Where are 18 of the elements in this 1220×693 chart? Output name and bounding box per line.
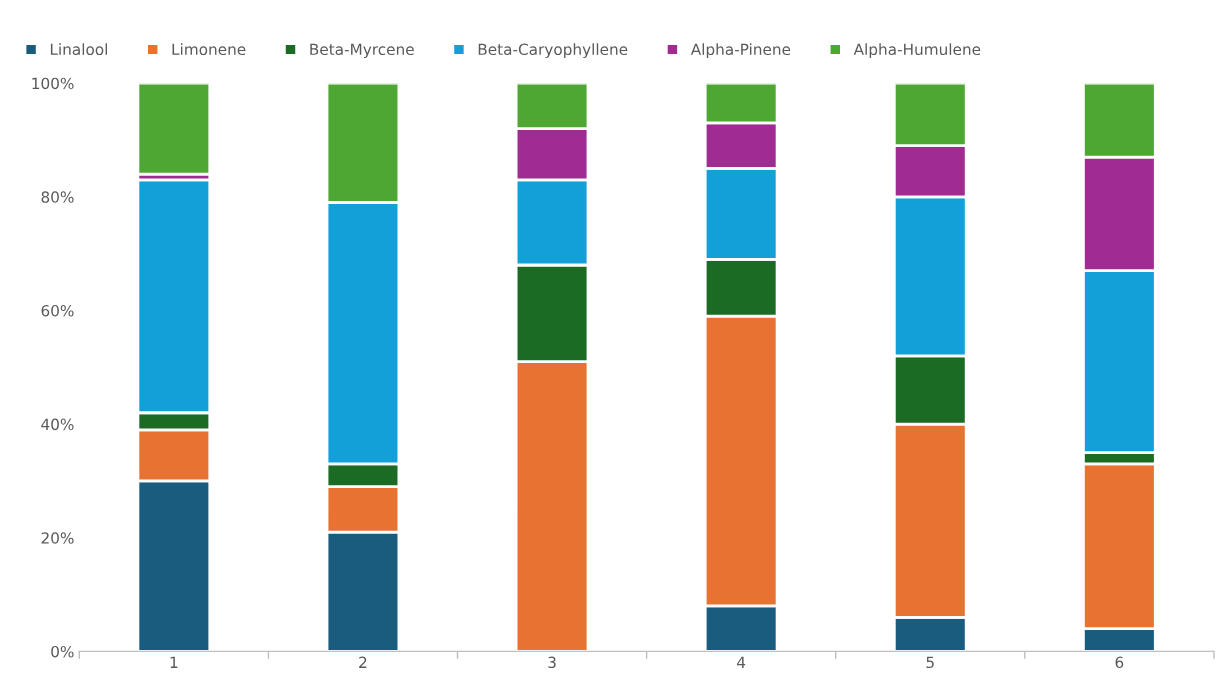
x-tick-label: 2 [359, 656, 367, 668]
x-tick-label: 5 [926, 656, 934, 669]
legend-label: Beta-Myrcene [310, 43, 414, 59]
x-tick-label: 1 [170, 656, 178, 668]
legend-label: Linalool [50, 43, 107, 56]
legend-label: Alpha-Pinene [690, 43, 791, 59]
x-tick-label: 4 [737, 656, 746, 668]
y-tick-label: 20% [41, 532, 74, 544]
y-tick-label: 0% [51, 645, 74, 658]
legend-label: Limonene [172, 43, 246, 56]
y-tick-label: 40% [41, 418, 74, 431]
y-tick-label: 60% [41, 304, 74, 317]
y-tick-label: 80% [41, 191, 74, 203]
x-tick-label: 6 [1115, 656, 1124, 669]
y-tick-label: 100% [32, 77, 74, 90]
legend-label: Beta-Caryophyllene [478, 43, 628, 59]
legend-label: Alpha-Humulene [853, 43, 981, 59]
x-tick-label: 3 [548, 656, 556, 669]
